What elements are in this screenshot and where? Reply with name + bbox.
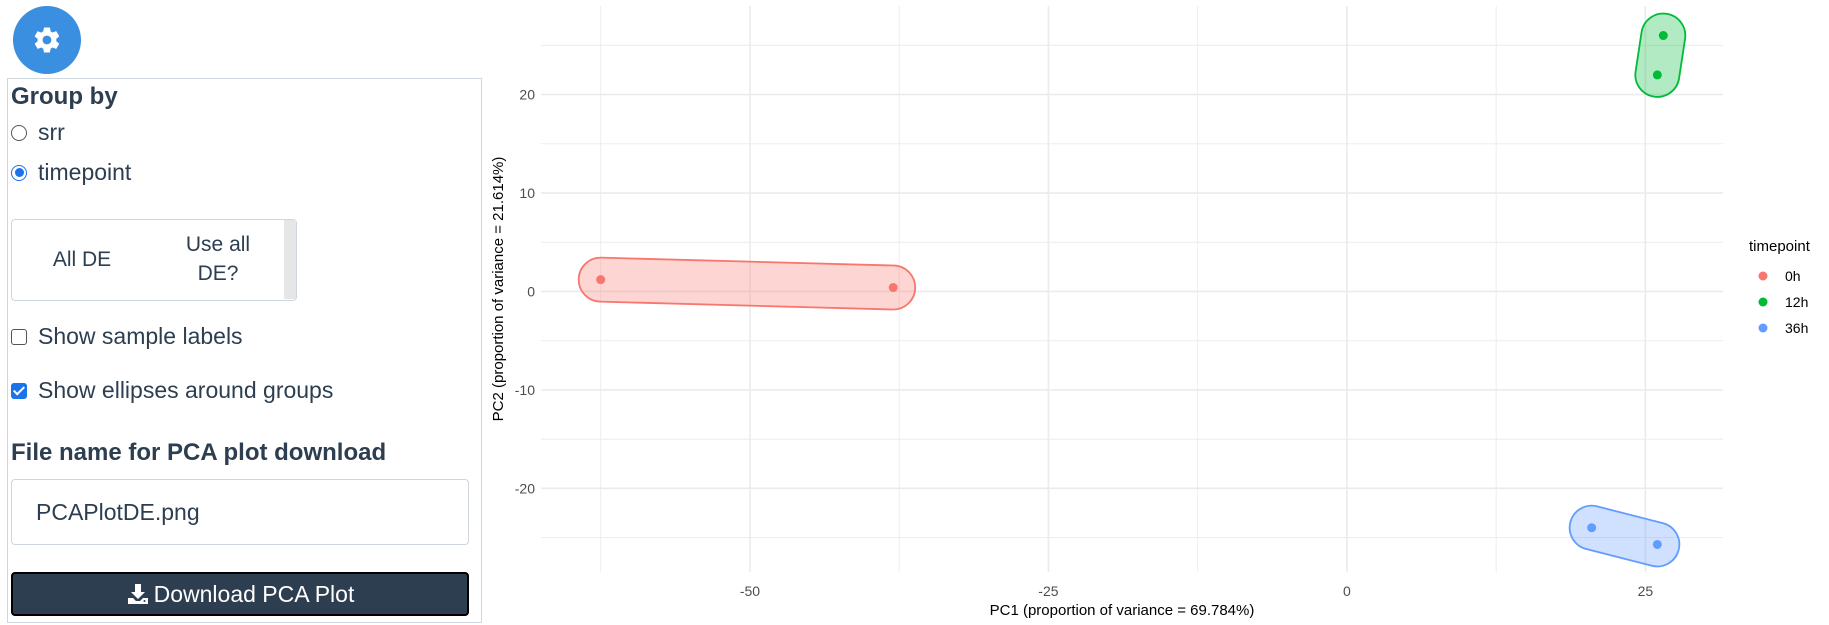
use-all-de-option[interactable]: Use all DE? — [152, 220, 284, 299]
legend-label-0h: 0h — [1785, 268, 1801, 284]
data-point-36h — [1652, 539, 1662, 549]
data-point-12h — [1658, 31, 1668, 41]
pca-settings-panel: Group by srr timepoint All DE Use all DE… — [7, 78, 482, 623]
settings-button[interactable] — [13, 6, 81, 74]
show-ellipses-checkbox[interactable] — [11, 382, 27, 399]
y-tick-label: 10 — [519, 185, 535, 201]
y-tick-label: 20 — [519, 87, 535, 103]
group-by-label: Group by — [11, 83, 118, 110]
legend-label-36h: 36h — [1785, 320, 1808, 336]
show-sample-labels-row[interactable]: Show sample labels — [11, 323, 243, 350]
legend-key-0h — [1758, 271, 1768, 281]
file-name-label: File name for PCA plot download — [11, 439, 387, 466]
legend-label-12h: 12h — [1785, 294, 1808, 310]
group-ellipse-36h — [1568, 504, 1681, 568]
radio-timepoint[interactable]: timepoint — [11, 159, 131, 186]
x-tick-label: -50 — [740, 583, 760, 599]
download-button-label: Download PCA Plot — [153, 580, 355, 607]
y-tick-label: -10 — [515, 382, 535, 398]
all-de-option[interactable]: All DE — [52, 247, 112, 271]
radio-srr[interactable]: srr — [11, 119, 65, 146]
x-tick-label: 0 — [1343, 583, 1351, 599]
data-point-0h — [888, 283, 898, 293]
data-point-12h — [1652, 70, 1662, 80]
legend-key-36h — [1758, 323, 1768, 333]
y-axis-title: PC2 (proportion of variance = 21.614%) — [490, 157, 507, 422]
show-ellipses-label: Show ellipses around groups — [38, 377, 334, 403]
pca-plot: -50 -25 0 25 -20 -10 0 10 20 PC1 (proportion of v… — [490, 6, 1811, 619]
gear-icon — [34, 27, 60, 53]
legend-title: timepoint — [1749, 238, 1811, 255]
y-tick-label: -20 — [515, 480, 535, 496]
radio-label-timepoint: timepoint — [38, 159, 132, 185]
radio-button-srr[interactable] — [11, 124, 27, 141]
group-ellipse-12h — [1634, 12, 1687, 98]
radio-button-timepoint[interactable] — [11, 164, 27, 181]
data-point-0h — [596, 275, 606, 285]
file-name-input[interactable]: PCAPlotDE.png — [11, 479, 469, 545]
group-ellipse-0h — [577, 256, 917, 311]
download-icon — [127, 584, 148, 604]
show-ellipses-row[interactable]: Show ellipses around groups — [11, 377, 333, 404]
x-tick-label: 25 — [1638, 583, 1654, 599]
plot-panel-layer — [577, 12, 1687, 568]
data-point-36h — [1587, 523, 1597, 533]
y-tick-label: 0 — [527, 283, 535, 299]
legend-key-12h — [1758, 297, 1768, 307]
use-all-de-line2: DE? — [197, 261, 239, 285]
show-sample-labels-checkbox[interactable] — [11, 328, 27, 345]
download-pca-plot-button[interactable]: Download PCA Plot — [11, 572, 469, 616]
toggle-scrollbar[interactable] — [284, 220, 296, 299]
show-sample-labels-label: Show sample labels — [38, 323, 243, 349]
x-axis-title: PC1 (proportion of variance = 69.784%) — [990, 602, 1255, 619]
x-tick-label: -25 — [1038, 583, 1058, 599]
radio-label-srr: srr — [38, 119, 65, 145]
use-all-de-line1: Use all — [185, 233, 251, 257]
de-toggle: All DE Use all DE? — [11, 219, 297, 301]
